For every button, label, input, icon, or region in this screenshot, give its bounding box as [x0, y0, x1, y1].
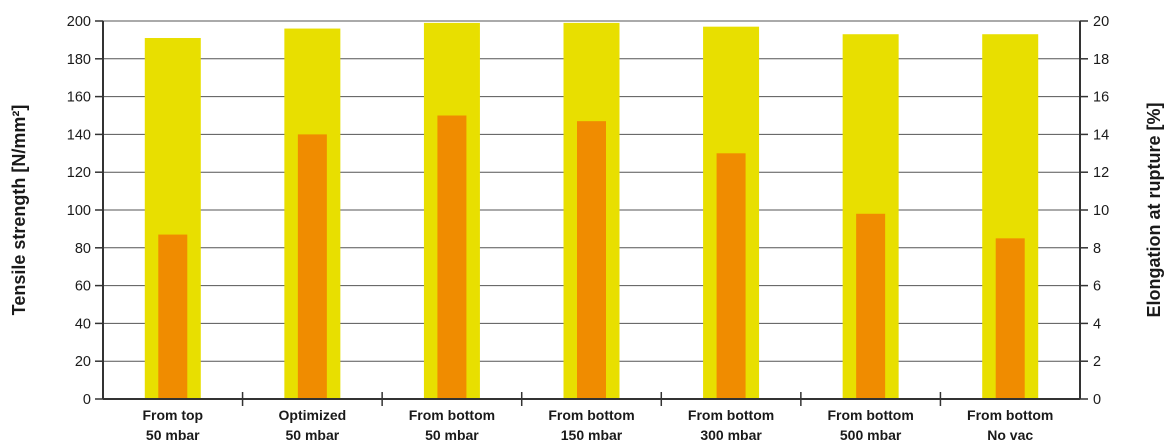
y-tick-label: 20 — [75, 354, 91, 370]
x-category-label: From bottom 300 mbar — [688, 407, 774, 443]
y-tick-label: 0 — [83, 392, 91, 408]
y2-tick-label: 18 — [1093, 52, 1109, 68]
x-category-label: From top 50 mbar — [142, 407, 203, 443]
y-tick-label: 200 — [67, 14, 91, 30]
y2-tick-label: 16 — [1093, 90, 1109, 106]
x-category-label: From bottom 150 mbar — [548, 407, 634, 443]
y-tick-label: 100 — [67, 203, 91, 219]
y2-tick-label: 2 — [1093, 354, 1101, 370]
y-tick-label: 40 — [75, 316, 91, 332]
x-category-label: From bottom 50 mbar — [409, 407, 495, 443]
y2-tick-label: 0 — [1093, 392, 1101, 408]
y2-tick-label: 14 — [1093, 127, 1109, 143]
x-category-label: From bottom No vac — [967, 407, 1053, 443]
bars — [144, 22, 1039, 400]
y-tick-label: 80 — [75, 241, 91, 257]
bar-elongation — [856, 213, 886, 399]
y-tick-label: 120 — [67, 165, 91, 181]
bar-elongation — [716, 153, 746, 399]
bar-elongation — [995, 238, 1025, 399]
y-tick-label: 60 — [75, 279, 91, 295]
y2-axis-title: Elongation at rupture [%] — [1144, 103, 1164, 318]
bar-elongation — [437, 115, 467, 399]
y-tick-label: 160 — [67, 90, 91, 106]
y2-tick-label: 20 — [1093, 14, 1109, 30]
bar-elongation — [297, 134, 327, 399]
axes — [95, 20, 1088, 406]
y2-tick-label: 4 — [1093, 316, 1101, 332]
y-tick-label: 180 — [67, 52, 91, 68]
x-category-label: From bottom 500 mbar — [827, 407, 913, 443]
y2-tick-label: 10 — [1093, 203, 1109, 219]
category-labels: From top 50 mbar Optimized 50 mbar From bott… — [142, 407, 1053, 443]
y2-tick-label: 6 — [1093, 279, 1101, 295]
y2-tick-label: 8 — [1093, 241, 1101, 257]
bar-elongation — [158, 234, 188, 399]
tick-labels: 0 20 40 60 80 100 120 140 160 180 200 0 2 4 6 8 10 12 14 16… — [67, 14, 1109, 408]
y-axis-title: Tensile strength [N/mm²] — [9, 105, 29, 316]
x-category-label: Optimized 50 mbar — [279, 407, 347, 443]
bar-elongation — [577, 121, 606, 400]
y2-tick-label: 12 — [1093, 165, 1109, 181]
y-tick-label: 140 — [67, 127, 91, 143]
